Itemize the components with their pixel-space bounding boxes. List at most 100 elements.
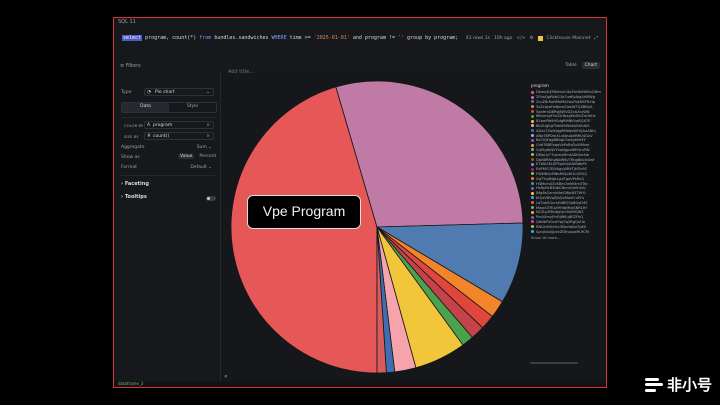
watermark-logo-icon — [644, 377, 663, 393]
legend-item[interactable]: 5oaHmD8PoJ8WVDZcb2kzWN — [531, 109, 601, 114]
format-value: Default — [190, 165, 207, 170]
faceting-section[interactable]: › Faceting — [121, 181, 149, 187]
legend-item[interactable]: 8bGUgKgTNbW5WbfuB4XdA5 — [531, 124, 601, 129]
tooltips-section[interactable]: › Tooltips — [121, 194, 147, 200]
legend-item[interactable]: PzrAXmzJYvRjWKuJtEZFhQ — [531, 215, 601, 220]
legend-item[interactable]: SpnjkAqQpzvZDhyxpwRUfCRi — [531, 229, 601, 234]
chart-settings-panel: Type ◔ Pie chart ⌄ Data Style COLOR BY A… — [114, 72, 221, 381]
legend-item[interactable]: KtQzV8VqZJbQvMwVCnEFs — [531, 196, 601, 201]
tooltips-label: Tooltips — [124, 194, 147, 200]
legend-item[interactable]: MwwGTRUzi9HdjMbsSNRLfH — [531, 205, 601, 210]
view-tabs: Table Chart — [562, 62, 600, 69]
legend-swatch — [531, 143, 534, 147]
legend-label: Dhwx4QSNdmuU4oZmNeNfWuQNm — [536, 90, 601, 95]
legend-swatch — [531, 162, 534, 166]
chevron-right-icon: › — [121, 181, 124, 187]
color-by-field[interactable]: A program × — [144, 121, 214, 129]
legend-swatch — [531, 230, 534, 233]
legend-item[interactable]: E7Wb2KLKP5pdGpEAiNdbPh — [531, 162, 601, 167]
legend-label: 2cuZ6rKaNMoMe2ouPqkNSFfLHp — [536, 99, 596, 104]
close-icon[interactable]: × — [206, 123, 210, 128]
legend-label: DMpUyT7qxmzMmtADtXzcNe — [536, 152, 590, 157]
legend-item[interactable]: 81wePlb9HSdgRMNKhoRQX7E — [531, 119, 601, 124]
legend-swatch — [531, 100, 534, 104]
filters-toggle[interactable]: ≡ Filters — [120, 63, 141, 69]
tab-data[interactable]: Data — [122, 103, 169, 112]
legend-item[interactable]: GqTYq4NgcLpdTgaVPsRvQ — [531, 176, 601, 181]
chevron-down-icon: ⌄ — [208, 165, 212, 170]
legend-swatch — [531, 182, 534, 186]
expand-icon[interactable]: ⤢ — [594, 36, 598, 41]
legend-item[interactable]: JMg8n2xmhNwGWpN3TWYL — [531, 191, 601, 196]
aggregate-select[interactable]: Sum ⌄ — [197, 145, 212, 150]
legend-label: PzrAXmzJYvRjWKuJtEZFhQ — [536, 215, 584, 220]
legend-item[interactable]: HsRpfiLB3dbCNmnQmIhkGJ — [531, 186, 601, 191]
collapse-panel-icon[interactable]: « — [224, 373, 228, 380]
legend-swatch — [531, 138, 534, 142]
legend-swatch — [531, 167, 534, 171]
legend-item[interactable]: LdTqhSGnmHdBFJSpBQsD4S — [531, 200, 601, 205]
legend-item[interactable]: RNGnWUxfvc3BzcfqNuTpKS — [531, 224, 601, 229]
legend-item[interactable]: Dhwx4QSNdmuU4oZmNeNfWuQNm — [531, 90, 601, 95]
legend-item[interactable]: QbNbPzGvaYwj3q2RgQuUa — [531, 220, 601, 225]
legend-item[interactable]: H3MvmX3cKBm7wMi4m3Trb — [531, 181, 601, 186]
number-type-icon: # — [147, 134, 151, 139]
legend-swatch — [531, 129, 534, 133]
show-more-link[interactable]: Show 16 more... — [531, 235, 561, 240]
legend-item[interactable]: 6BvmxgFVuZUYoxgEtdhVZnUhHz — [531, 114, 601, 119]
horizontal-scrollbar[interactable] — [530, 362, 578, 364]
legend-item[interactable]: Be7iQYqgBBbgC5e4gYaH4Y — [531, 138, 601, 143]
code-icon[interactable]: </> — [516, 35, 526, 41]
legend-label: 81wePlb9HSdgRMNKhoRQX7E — [536, 119, 591, 124]
legend-swatch — [531, 215, 534, 219]
legend-label: Cqf5gtbNVYhqNgpb6fi9tcVRN — [536, 147, 590, 152]
legend-swatch — [531, 158, 534, 162]
sql-text: bundles.sandwiches — [211, 35, 272, 41]
legend-item[interactable]: 3sZcAyeHzNomZiakWTQ4BNvA — [531, 104, 601, 109]
show-as-toggle: Value Percent — [178, 154, 218, 159]
show-as-percent[interactable]: Percent — [199, 154, 217, 159]
database-name[interactable]: Clickhouse Mainnet — [546, 35, 591, 41]
legend-items: Dhwx4QSNdmuU4oZmNeNfWuQNm 2FbaQgfWbG1b7ue… — [531, 90, 601, 234]
tooltips-toggle[interactable] — [206, 196, 216, 201]
dataframe-tab[interactable]: dataframe_3 — [118, 381, 144, 386]
legend-item[interactable]: 2cuZ6rKaNMoMe2ouPqkNSFfLHp — [531, 100, 601, 105]
text-type-icon: A — [147, 123, 151, 128]
legend-item[interactable]: ANaT8PDmXLuNzuAdMHU4GxV — [531, 133, 601, 138]
chevron-right-icon: › — [121, 194, 124, 200]
legend-item[interactable]: 2FbaQgfWbG1b7ueRyAigAhMWg — [531, 95, 601, 100]
legend-swatch — [531, 95, 534, 99]
aggregate-label: Aggregate — [121, 145, 145, 150]
color-by-value: program — [153, 123, 173, 128]
color-by-label: COLOR BY — [124, 123, 144, 128]
tab-style[interactable]: Style — [186, 104, 199, 109]
legend-item[interactable]: FWM6rJcMNbfHQoW1LGEtGJ — [531, 172, 601, 177]
legend-title: program — [531, 83, 549, 88]
format-select[interactable]: Default ⌄ — [190, 165, 212, 170]
tab-chart[interactable]: Chart — [581, 62, 600, 69]
divider — [121, 175, 215, 176]
legend-item[interactable]: DMpUyT7qxmzMmtADtXzcNe — [531, 152, 601, 157]
legend-item[interactable]: Cqf5gtbNVYhqNgpb6fi9tcVRN — [531, 148, 601, 153]
sql-text: group by program; — [404, 35, 459, 41]
legend-item[interactable]: Cdd7BBEbqqVkPzRzDyWMzm — [531, 143, 601, 148]
chart-title-input[interactable]: Add title... — [228, 69, 254, 75]
show-as-value[interactable]: Value — [178, 154, 195, 159]
close-icon[interactable]: × — [206, 134, 210, 139]
chart-type-select[interactable]: ◔ Pie chart ⌄ — [144, 88, 214, 96]
size-by-field[interactable]: # count() × — [144, 132, 214, 140]
sql-editor[interactable]: select program, count(*) from bundles.sa… — [122, 35, 458, 41]
legend-item[interactable]: ADxsTZaWJqg8MbbeWHQAuANhj — [531, 128, 601, 133]
sql-text: time >= — [286, 35, 314, 41]
legend-label: 2FbaQgfWbG1b7ueRyAigAhMWg — [536, 95, 596, 100]
legend-item[interactable]: DpN8RNhgNbW6vTRbg8bLtsSwf — [531, 157, 601, 162]
legend-label: JMg8n2xmhNwGWpN3TWYL — [536, 191, 587, 196]
legend-swatch — [531, 110, 534, 114]
legend-label: 6BvmxgFVuZUYoxgEtdhVZnUhHz — [536, 114, 596, 119]
legend-item[interactable]: EdPMG7EJ9AgyWR4TjHZv9S — [531, 167, 601, 172]
legend-label: E7Wb2KLKP5pdGpEAiNdbPh — [536, 162, 587, 167]
settings-icon[interactable]: ⚙ — [529, 35, 534, 41]
legend-label: H3MvmX3cKBm7wMi4m3Trb — [536, 181, 588, 186]
tab-table[interactable]: Table — [564, 63, 577, 68]
legend-item[interactable]: N1ZtyZMb4JqQmSeBfQW2 — [531, 210, 601, 215]
